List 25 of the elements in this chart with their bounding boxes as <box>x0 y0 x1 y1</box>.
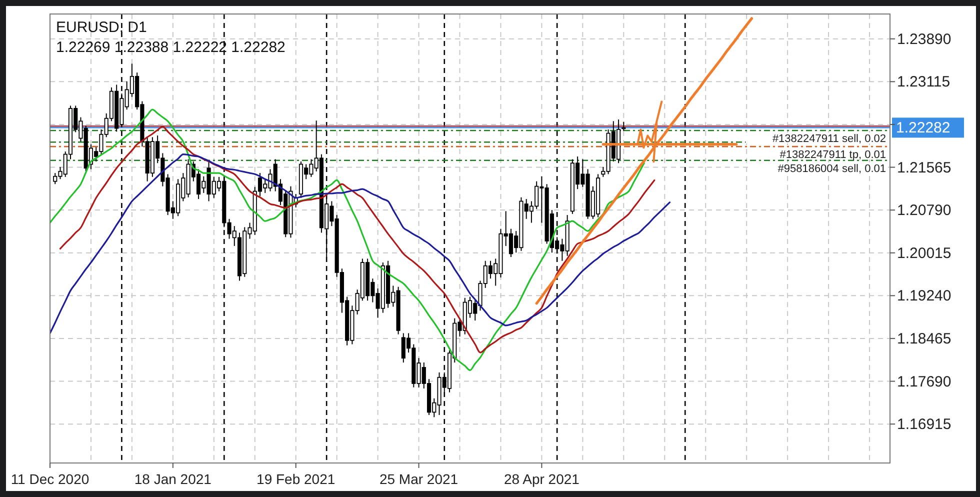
x-tick-label: 25 Mar 2021 <box>379 471 458 487</box>
line-series <box>59 126 656 354</box>
line-series <box>50 108 645 372</box>
ref-line-label: 1.22282 <box>896 120 950 137</box>
ref-line-label: #958186004 sell, 0.01 <box>778 162 886 175</box>
x-tick-label: 28 Apr 2021 <box>504 471 580 487</box>
ref-line-label: #1382247911 tp, 0.01 <box>780 149 886 162</box>
y-tick-label: 1.17690 <box>897 373 952 390</box>
x-tick-label: 19 Feb 2021 <box>256 471 336 487</box>
x-tick-label: 11 Dec 2020 <box>10 471 90 487</box>
x-tick-label: 18 Jan 2021 <box>134 471 212 487</box>
y-tick-label: 1.18465 <box>897 330 952 348</box>
y-tick-label: 1.16915 <box>897 416 952 434</box>
candlestick <box>622 121 626 132</box>
y-tick-label: 1.23890 <box>897 30 952 48</box>
y-tick-label: 1.21565 <box>897 159 952 176</box>
y-tick-label: 1.19240 <box>897 288 952 305</box>
ref-line-label: #1382247911 sell, 0.02 <box>772 133 886 146</box>
y-tick-label: 1.20015 <box>897 244 952 262</box>
text: 1.22269 1.22388 1.22222 1.22282 <box>56 39 286 56</box>
y-tick-label: 1.20790 <box>897 202 952 220</box>
line-series <box>535 17 754 305</box>
chart-title: EURUSD, D1 <box>56 19 147 36</box>
y-tick-label: 1.23115 <box>897 74 950 91</box>
line-series <box>50 153 671 334</box>
